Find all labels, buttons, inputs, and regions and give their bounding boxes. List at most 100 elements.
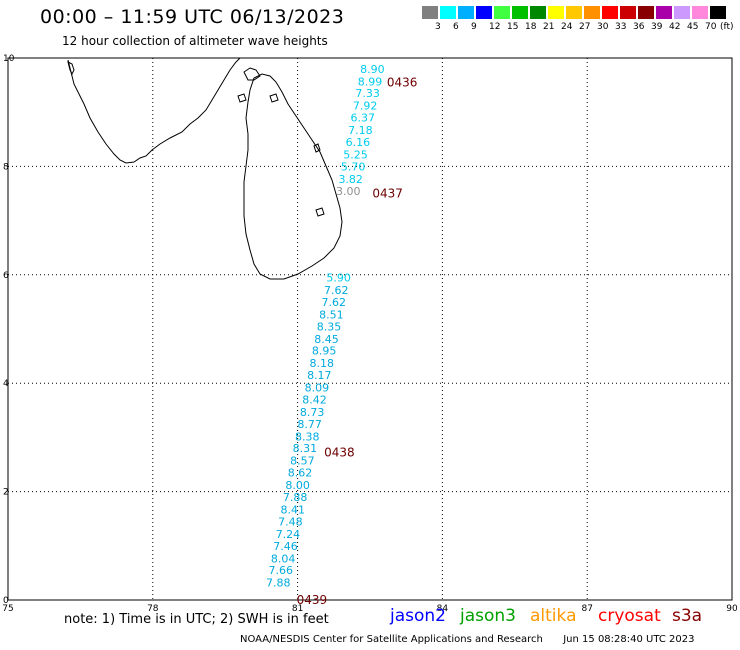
satellite-jason3: jason3 [460, 606, 516, 626]
swh-value: 7.46 [273, 540, 298, 553]
colorbar-label: 6 [453, 22, 459, 32]
colorbar-swatch [548, 6, 564, 19]
pass-time-labels: 0436 0437 0438 0439 [297, 75, 418, 607]
colorbar-swatch [530, 6, 546, 19]
satellite-altika: altika [530, 606, 577, 626]
y-tick-label: 0 [3, 596, 9, 606]
colorbar-swatch [710, 6, 726, 19]
swh-value: 7.66 [268, 564, 293, 577]
pass-time-label: 0436 [387, 75, 418, 89]
generated-timestamp: Jun 15 08:28:40 UTC 2023 [563, 634, 695, 645]
x-tick-label: 81 [292, 604, 303, 614]
swh-value: 8.31 [293, 442, 318, 455]
india-coastline [67, 57, 241, 164]
swh-value: 8.57 [290, 455, 315, 468]
swh-value: 8.00 [285, 479, 310, 492]
colorbar-label: 27 [579, 22, 591, 32]
colorbar-label: 18 [525, 22, 537, 32]
pass-time-label: 0438 [324, 446, 355, 460]
colorbar-label: 39 [651, 22, 663, 32]
pass-time-label: 0439 [297, 593, 328, 607]
swh-value: 7.24 [276, 528, 301, 541]
colorbar-swatch [674, 6, 690, 19]
batticaloa-lagoon [315, 207, 325, 217]
swh-value: 7.62 [324, 284, 349, 297]
swh-value: 5.70 [341, 160, 366, 173]
colorbar-swatch [584, 6, 600, 19]
swh-value: 8.09 [305, 382, 330, 395]
swh-value: 8.73 [300, 406, 325, 419]
colorbar-label: 45 [687, 22, 699, 32]
swh-value: 7.48 [278, 515, 303, 528]
colorbar-label: 42 [669, 22, 681, 32]
satellite-s3a: s3a [672, 606, 703, 626]
swh-value: 8.35 [317, 320, 342, 333]
map-frame [7, 57, 733, 601]
y-tick-label: 8 [3, 162, 9, 172]
satellite-jason2: jason2 [390, 606, 446, 626]
mannar-island [237, 93, 247, 103]
swh-value: 5.90 [326, 272, 351, 285]
colorbar-swatch [692, 6, 708, 19]
colorbar-swatch [494, 6, 510, 19]
swh-value: 7.33 [355, 87, 380, 100]
colorbar-swatch [602, 6, 618, 19]
y-tick-label: 6 [3, 271, 9, 281]
credit-line: NOAA/NESDIS Center for Satellite Applica… [240, 634, 694, 645]
swh-value: 3.82 [338, 173, 363, 186]
swh-value: 8.38 [295, 430, 320, 443]
colorbar-swatch [620, 6, 636, 19]
x-tick-label: 87 [581, 604, 592, 614]
colorbar-swatch [458, 6, 474, 19]
coastline-islet [67, 61, 75, 76]
swh-value: 8.51 [319, 308, 344, 321]
map-title: 00:00 – 11:59 UTC 06/13/2023 [40, 6, 345, 28]
colorbar-swatch [566, 6, 582, 19]
jaffna-peninsula [243, 67, 261, 81]
swh-value: 8.04 [271, 552, 296, 565]
x-tick-label: 84 [437, 604, 449, 614]
swh-value: 8.42 [302, 393, 327, 406]
swh-value: 8.18 [309, 357, 334, 370]
colorbar-label: 33 [615, 22, 627, 32]
swh-value: 6.16 [346, 136, 371, 149]
swh-value: 3.00 [336, 185, 361, 198]
colorbar-label: 24 [561, 22, 573, 32]
colorbar-swatch [440, 6, 456, 19]
colorbar-swatch [656, 6, 672, 19]
swh-value: 6.37 [351, 112, 376, 125]
colorbar-unit: (ft) [720, 22, 734, 32]
colorbar-swatch [422, 6, 438, 19]
colorbar-label: 30 [597, 22, 609, 32]
swh-value: 8.90 [360, 63, 385, 76]
swh-value: 8.17 [307, 369, 332, 382]
colorbar-label: 12 [489, 22, 501, 32]
x-tick-label: 90 [726, 604, 738, 614]
swh-value: 8.77 [297, 418, 322, 431]
swh-value: 7.88 [266, 577, 291, 590]
swh-value: 8.41 [281, 503, 306, 516]
swh-value: 8.62 [288, 467, 313, 480]
credit-text: NOAA/NESDIS Center for Satellite Applica… [240, 634, 543, 645]
colorbar-label: 3 [435, 22, 441, 32]
pass-time-label: 0437 [372, 187, 403, 201]
swh-value: 7.92 [353, 100, 378, 113]
colorbar-swatch [512, 6, 528, 19]
colorbar-swatch [476, 6, 492, 19]
satellite-cryosat: cryosat [598, 606, 661, 626]
lagoon-north [269, 93, 279, 103]
y-tick-label: 2 [3, 488, 9, 498]
x-tick-label: 78 [147, 604, 159, 614]
swh-value: 8.45 [314, 333, 339, 346]
colorbar-swatch [638, 6, 654, 19]
swh-value: 7.62 [322, 296, 347, 309]
coastline [67, 57, 343, 280]
swh-value: 8.95 [312, 345, 337, 358]
axis-tick-labels: 75 78 81 84 87 90 0 2 4 6 8 10 [2, 54, 738, 614]
colorbar-label: 21 [543, 22, 555, 32]
map-subtitle: 12 hour collection of altimeter wave hei… [62, 34, 328, 48]
y-tick-label: 10 [3, 54, 15, 64]
colorbar-label: 36 [633, 22, 645, 32]
swh-value: 7.88 [283, 491, 308, 504]
